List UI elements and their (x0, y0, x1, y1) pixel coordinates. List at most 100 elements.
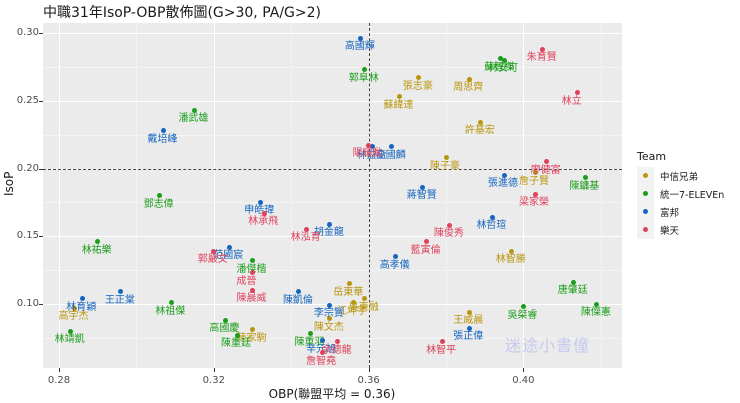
data-point (350, 300, 356, 306)
data-point (319, 338, 325, 344)
point-label: 陳重廷 (221, 338, 252, 350)
grid-line-minor (136, 23, 138, 368)
data-point (424, 239, 430, 245)
data-point (575, 90, 581, 96)
x-axis-label: OBP(聯盟平均 = 0.36) (268, 387, 396, 401)
point-label: 吳東融 (348, 301, 379, 313)
grid-line-minor (43, 66, 622, 68)
data-point (544, 159, 550, 165)
data-point (532, 191, 538, 197)
data-point (304, 226, 310, 232)
point-label: 陳家駒 (236, 332, 267, 344)
legend-title: Team (637, 150, 667, 163)
data-point (118, 289, 124, 295)
x-tick-label: 0.36 (357, 375, 380, 386)
point-label: 張志豪 (402, 80, 433, 92)
data-point (327, 316, 333, 322)
data-point (366, 142, 372, 148)
grid-line-major (213, 23, 215, 368)
point-label: 高國輝 (344, 41, 375, 53)
data-point (157, 193, 163, 199)
point-label: 王威晨 (453, 315, 484, 327)
data-point (346, 281, 352, 287)
data-point (466, 325, 472, 331)
data-point (168, 300, 174, 306)
data-point (439, 339, 445, 345)
legend-key-icon (637, 167, 654, 185)
data-point (234, 332, 240, 338)
point-label: 陳晨威 (236, 293, 267, 305)
point-label: 林智勝 (495, 254, 526, 266)
y-tick-label: 0.30 (16, 27, 39, 38)
grid-line-minor (43, 134, 622, 136)
legend-key-icon (637, 185, 654, 203)
point-label: 藍寅倫 (410, 244, 441, 256)
data-point (393, 254, 399, 260)
point-label: 高國麟 (375, 149, 406, 161)
point-label: 李宗賢 (313, 308, 344, 320)
y-tick-label: 0.15 (16, 230, 39, 242)
data-point (211, 248, 217, 254)
grid-line-minor (600, 23, 602, 368)
point-label: 吳桀睿 (507, 309, 538, 321)
data-point (478, 119, 484, 125)
point-label: 郭阜林 (348, 72, 379, 84)
point-label: 林祐樂 (81, 244, 112, 256)
data-point (369, 144, 375, 150)
point-label: 成晉 (236, 275, 257, 287)
grid-line-minor (446, 23, 447, 368)
point-label: 陳重羽 (294, 336, 325, 348)
data-point (222, 317, 228, 323)
x-tick-mark (523, 368, 525, 372)
data-point (257, 199, 263, 205)
grid-line-major (43, 100, 622, 102)
data-point (362, 67, 368, 73)
point-label: 蔣智賢 (406, 190, 437, 202)
point-label: 陳俊秀 (433, 228, 464, 240)
data-point (497, 56, 503, 62)
point-label: 林智平 (426, 344, 457, 356)
legend-label: 中信兄弟 (660, 172, 699, 183)
point-label: 林靖凱 (54, 334, 85, 346)
data-point (582, 175, 588, 181)
point-label: 陳傑憲 (580, 307, 611, 318)
x-tick-mark (213, 368, 215, 372)
data-point (466, 309, 472, 315)
data-point (362, 296, 368, 302)
legend-item-uni: 統一7-ELEVEn (637, 185, 724, 203)
y-tick-label: 0.20 (16, 162, 39, 174)
point-label: 高孝儀 (379, 259, 410, 271)
data-point (389, 144, 395, 150)
data-point (79, 296, 85, 302)
legend-key-icon (637, 221, 654, 239)
data-point (250, 327, 255, 333)
point-label: 申皓瑋 (244, 205, 275, 217)
data-point (520, 304, 526, 310)
data-point (71, 305, 77, 311)
grid-line-major (43, 304, 622, 305)
grid-line-major (523, 23, 525, 368)
point-label: 廖健富 (530, 164, 561, 176)
data-point (501, 172, 507, 178)
data-point (160, 128, 166, 134)
point-label: 林承飛 (248, 216, 279, 228)
point-label: 唐肇廷 (557, 285, 588, 297)
grid-line-minor (43, 337, 622, 339)
grid-line-minor (43, 202, 622, 204)
point-label: 陳鏞基 (569, 180, 600, 192)
point-label: 陳子豪 (430, 160, 460, 172)
point-label: 周思齊 (453, 82, 484, 94)
data-point (319, 350, 325, 356)
data-point (95, 239, 101, 245)
point-label: 江坤宇 (337, 305, 368, 317)
data-point (532, 170, 538, 176)
point-label: 潘武雄 (178, 113, 209, 125)
legend-label: 樂天 (660, 226, 680, 237)
point-label: 辛元旭 (306, 343, 337, 355)
data-point (296, 289, 302, 295)
grid-line-major (59, 23, 60, 368)
grid-line-minor (43, 270, 622, 272)
data-point (416, 75, 422, 81)
legend-label: 富邦 (660, 208, 680, 219)
point-label: 蘇緯達 (383, 99, 414, 111)
